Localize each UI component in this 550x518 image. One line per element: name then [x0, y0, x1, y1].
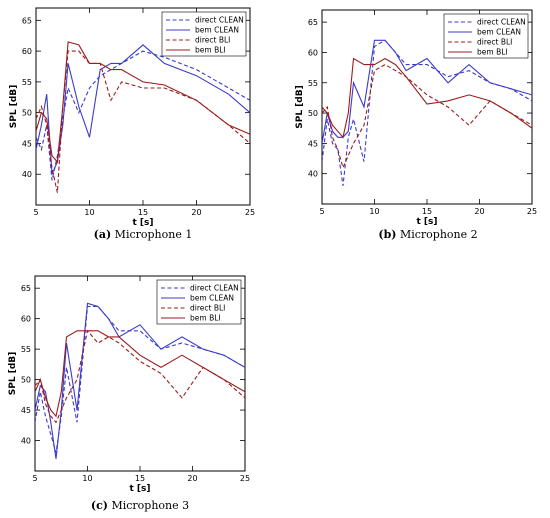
chart-panel-2: 5 10 15 20 25 40 45 50 55 60 65 t [s] SPL [dB] direct…	[295, 9, 537, 241]
y-axis-label: SPL [dB]	[295, 85, 305, 128]
legend-entry: bem BLI	[195, 46, 226, 55]
legend-entry: direct CLEAN	[190, 284, 239, 293]
series-group	[322, 39, 532, 186]
series-line-bem-clean	[35, 302, 245, 459]
caption-text: Microphone 2	[396, 228, 477, 241]
series-line-direct-bli	[322, 63, 532, 170]
series-line-direct-clean	[322, 39, 532, 186]
caption-letter: (a)	[94, 228, 112, 241]
series-line-bem-bli	[35, 330, 245, 418]
chart-panel-1: 5 10 15 20 25 40 45 50 55 60 65 t [s] SPL [dB] direct…	[9, 7, 255, 241]
y-tick-label: 50	[21, 376, 31, 385]
y-tick-label: 60	[22, 47, 32, 56]
x-tick-label: 20	[187, 474, 197, 483]
caption-letter: (c)	[91, 499, 108, 512]
panel-caption: (c) Microphone 3	[91, 499, 189, 512]
chart-panel-3: 5 10 15 20 25 40 45 50 55 60 65 t [s] SPL [dB] direct…	[8, 275, 250, 512]
series-line-direct-bli	[35, 329, 245, 424]
series-line-bem-bli	[322, 57, 532, 139]
caption-letter: (b)	[378, 228, 396, 241]
y-axis-label: SPL [dB]	[9, 85, 19, 128]
y-tick-label: 45	[308, 139, 318, 148]
y-tick-label: 45	[21, 406, 31, 415]
series-line-direct-bli	[36, 50, 250, 193]
x-tick-label: 5	[319, 207, 324, 216]
series-line-bem-bli	[36, 41, 250, 164]
y-tick-label: 60	[21, 315, 31, 324]
x-tick-label: 25	[240, 474, 250, 483]
y-tick-label: 40	[21, 437, 31, 446]
x-tick-label: 5	[33, 208, 38, 217]
x-tick-label: 20	[474, 207, 484, 216]
legend-box	[156, 279, 242, 325]
panel-caption: (b) Microphone 2	[378, 228, 477, 241]
legend-entry: direct BLI	[195, 36, 230, 45]
x-tick-label: 10	[82, 474, 92, 483]
y-tick-label: 65	[308, 18, 318, 27]
y-axis-label: SPL [dB]	[8, 352, 18, 395]
x-tick-label: 10	[84, 208, 94, 217]
series-group	[35, 302, 245, 459]
y-tick-label: 50	[22, 109, 32, 118]
legend-entry: bem CLEAN	[195, 26, 239, 35]
panel-caption: (a) Microphone 1	[94, 228, 193, 241]
x-tick-label: 10	[369, 207, 379, 216]
series-line-direct-clean	[35, 305, 245, 453]
series-line-bem-clean	[322, 39, 532, 144]
x-axis-label: t [s]	[416, 217, 437, 227]
series-line-bem-clean	[36, 44, 250, 175]
x-tick-label: 5	[32, 474, 37, 483]
x-tick-label: 25	[527, 207, 537, 216]
x-tick-label: 25	[245, 208, 255, 217]
x-tick-label: 15	[422, 207, 432, 216]
legend-entry: direct CLEAN	[195, 16, 244, 25]
legend-entry: direct BLI	[477, 38, 512, 47]
caption-text: Microphone 3	[108, 499, 189, 512]
y-tick-label: 55	[308, 79, 318, 88]
y-tick-label: 40	[308, 170, 318, 179]
legend-box	[161, 11, 247, 57]
legend-entry: bem BLI	[190, 314, 221, 323]
series-line-direct-clean	[36, 50, 250, 181]
x-tick-label: 15	[135, 474, 145, 483]
caption-text: Microphone 1	[111, 228, 192, 241]
y-tick-label: 55	[22, 78, 32, 87]
legend-entry: bem BLI	[477, 48, 508, 57]
series-group	[36, 41, 250, 193]
legend-entry: direct BLI	[190, 304, 225, 313]
legend-entry: bem CLEAN	[190, 294, 234, 303]
y-tick-label: 65	[21, 284, 31, 293]
y-tick-label: 55	[21, 345, 31, 354]
legend-entry: bem CLEAN	[477, 28, 521, 37]
x-tick-label: 20	[191, 208, 201, 217]
y-tick-label: 50	[308, 109, 318, 118]
x-axis-label: t [s]	[129, 484, 150, 494]
y-tick-label: 65	[22, 16, 32, 25]
x-tick-label: 15	[138, 208, 148, 217]
x-axis-label: t [s]	[132, 218, 153, 228]
y-tick-label: 60	[308, 48, 318, 57]
legend-box	[443, 13, 529, 59]
y-tick-label: 40	[22, 170, 32, 179]
y-tick-label: 45	[22, 139, 32, 148]
legend-entry: direct CLEAN	[477, 18, 526, 27]
